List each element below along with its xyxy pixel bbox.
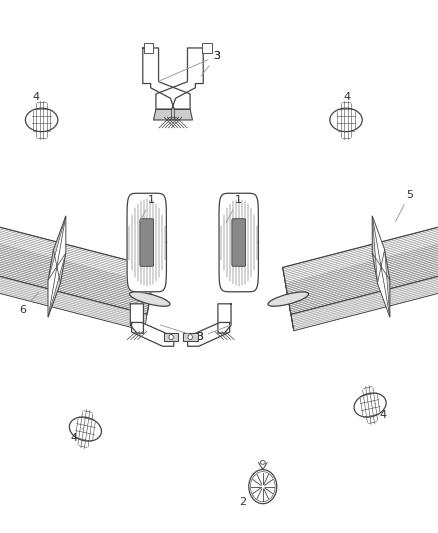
Text: 3: 3	[201, 51, 220, 76]
Ellipse shape	[268, 292, 308, 306]
Polygon shape	[187, 322, 230, 346]
Polygon shape	[283, 219, 438, 314]
Text: 1: 1	[139, 195, 155, 222]
Polygon shape	[283, 268, 294, 331]
Text: 3: 3	[160, 325, 203, 342]
Polygon shape	[131, 304, 143, 333]
Polygon shape	[48, 216, 66, 317]
Polygon shape	[0, 219, 155, 314]
Polygon shape	[154, 109, 172, 120]
Text: 4: 4	[344, 92, 351, 108]
Ellipse shape	[130, 292, 170, 306]
Text: 4: 4	[374, 403, 387, 419]
Ellipse shape	[354, 393, 386, 417]
Polygon shape	[174, 109, 192, 120]
Polygon shape	[131, 322, 174, 346]
Bar	[202, 43, 212, 53]
Circle shape	[249, 470, 277, 504]
Ellipse shape	[330, 108, 362, 132]
Polygon shape	[48, 216, 66, 317]
Text: 1: 1	[226, 195, 242, 222]
Polygon shape	[0, 235, 152, 331]
Polygon shape	[183, 334, 198, 341]
Text: 6: 6	[19, 293, 39, 315]
Ellipse shape	[260, 461, 265, 464]
Text: 3: 3	[158, 51, 220, 82]
Polygon shape	[143, 48, 190, 109]
Text: 2: 2	[240, 496, 254, 507]
Text: 5: 5	[396, 190, 413, 221]
Polygon shape	[218, 304, 231, 333]
Polygon shape	[372, 216, 390, 317]
Text: 4: 4	[70, 428, 83, 443]
Polygon shape	[372, 216, 390, 317]
Polygon shape	[164, 334, 178, 341]
Circle shape	[169, 335, 173, 340]
Ellipse shape	[25, 108, 58, 132]
FancyBboxPatch shape	[140, 219, 154, 266]
Polygon shape	[127, 193, 166, 292]
Polygon shape	[286, 235, 438, 331]
Text: 3: 3	[196, 325, 230, 342]
Bar	[144, 43, 153, 53]
Polygon shape	[219, 193, 258, 292]
Text: 4: 4	[32, 92, 42, 108]
Ellipse shape	[69, 417, 102, 441]
Polygon shape	[156, 48, 203, 109]
FancyBboxPatch shape	[232, 219, 246, 266]
Circle shape	[188, 335, 192, 340]
